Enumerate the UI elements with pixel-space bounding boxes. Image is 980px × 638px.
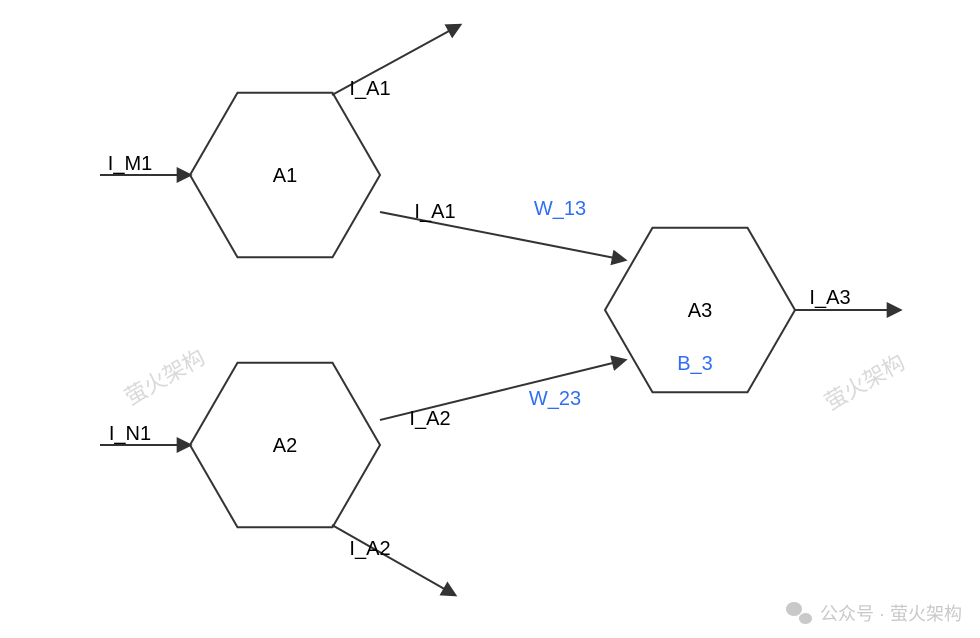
- edge-label-A1_to_A3: I_A1: [414, 201, 455, 223]
- edge-label-A3_out: I_A3: [809, 287, 850, 309]
- edge-weight-A1_to_A3: W_13: [534, 198, 586, 220]
- edge-label-in_N1: I_N1: [109, 423, 151, 445]
- neural-network-diagram: A1 A2 A3 I_M1 I_N1 I_A1 I_A2 I_A1 W_13 I_A2 W_23 I_…: [0, 0, 980, 638]
- footer-watermark-text: 公众号 · 萤火架构: [820, 600, 962, 626]
- edge-A2_out_down: [332, 525, 455, 595]
- node-label-A2: A2: [273, 435, 297, 457]
- wechat-icon: [786, 602, 812, 624]
- edge-label-A1_out_up: I_A1: [349, 78, 390, 100]
- edge-label-A2_to_A3: I_A2: [409, 408, 450, 430]
- node-label-A1: A1: [273, 165, 297, 187]
- edge-label-A2_out_down: I_A2: [349, 538, 390, 560]
- footer-watermark: 公众号 · 萤火架构: [786, 600, 962, 626]
- extra-label-0: B_3: [677, 353, 713, 375]
- edge-weight-A2_to_A3: W_23: [529, 388, 581, 410]
- node-label-A3: A3: [688, 300, 712, 322]
- edge-label-in_M1: I_M1: [108, 153, 152, 175]
